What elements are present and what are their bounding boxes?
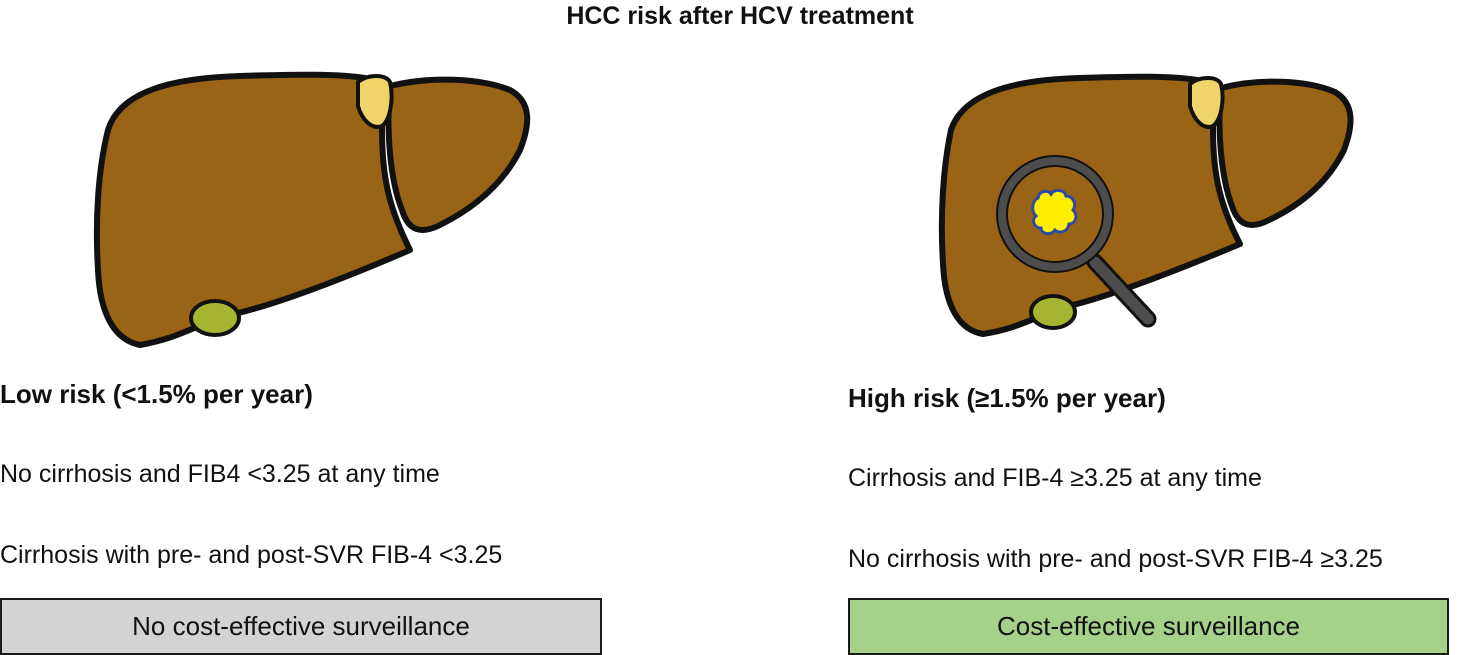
liver-high-risk-illustration — [938, 73, 1354, 337]
high-risk-criterion-2: No cirrhosis with pre- and post-SVR FIB-… — [848, 545, 1383, 573]
gallbladder — [189, 299, 241, 337]
surveillance-box: Cost-effective surveillance — [848, 598, 1449, 655]
falciform-ligament — [356, 74, 394, 129]
tumor-icon — [1031, 188, 1078, 236]
falciform-ligament — [1188, 76, 1225, 129]
low-risk-heading: Low risk (<1.5% per year) — [0, 379, 313, 409]
liver-left-lobe — [1216, 78, 1354, 228]
low-risk-criterion-1: No cirrhosis and FIB4 <3.25 at any time — [0, 460, 440, 488]
high-risk-heading: High risk (≥1.5% per year) — [848, 383, 1166, 413]
liver-left-lobe — [385, 76, 531, 233]
diagram-title: HCC risk after HCV treatment — [566, 2, 914, 30]
liver-low-risk-illustration — [93, 71, 531, 348]
high-risk-criterion-1: Cirrhosis and FIB-4 ≥3.25 at any time — [848, 464, 1262, 492]
liver-right-lobe — [93, 71, 413, 348]
low-risk-criterion-2: Cirrhosis with pre- and post-SVR FIB-4 <… — [0, 541, 503, 569]
gallbladder — [1029, 294, 1077, 330]
no-surveillance-box: No cost-effective surveillance — [0, 598, 602, 655]
